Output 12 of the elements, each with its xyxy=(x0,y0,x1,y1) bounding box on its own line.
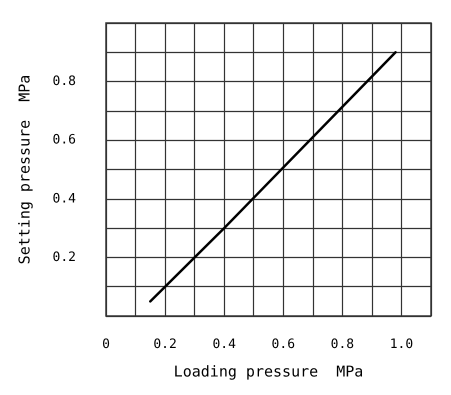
y-axis-title: Setting pressure MPa xyxy=(16,74,34,264)
x-tick-label: 0.4 xyxy=(212,337,236,352)
y-tick-label: 0.2 xyxy=(52,250,76,265)
x-tick-label: 1.0 xyxy=(390,337,414,352)
x-axis-title: Loading pressure MPa xyxy=(174,362,364,380)
x-tick-label: 0 xyxy=(102,337,110,352)
y-tick-label: 0.8 xyxy=(52,74,76,90)
x-tick-label: 0.8 xyxy=(330,337,354,352)
y-tick-label: 0.4 xyxy=(52,191,76,206)
x-tick-label: 0.6 xyxy=(272,337,296,352)
x-tick-label: 0.2 xyxy=(153,337,177,352)
y-tick-label: 0.6 xyxy=(52,132,76,148)
